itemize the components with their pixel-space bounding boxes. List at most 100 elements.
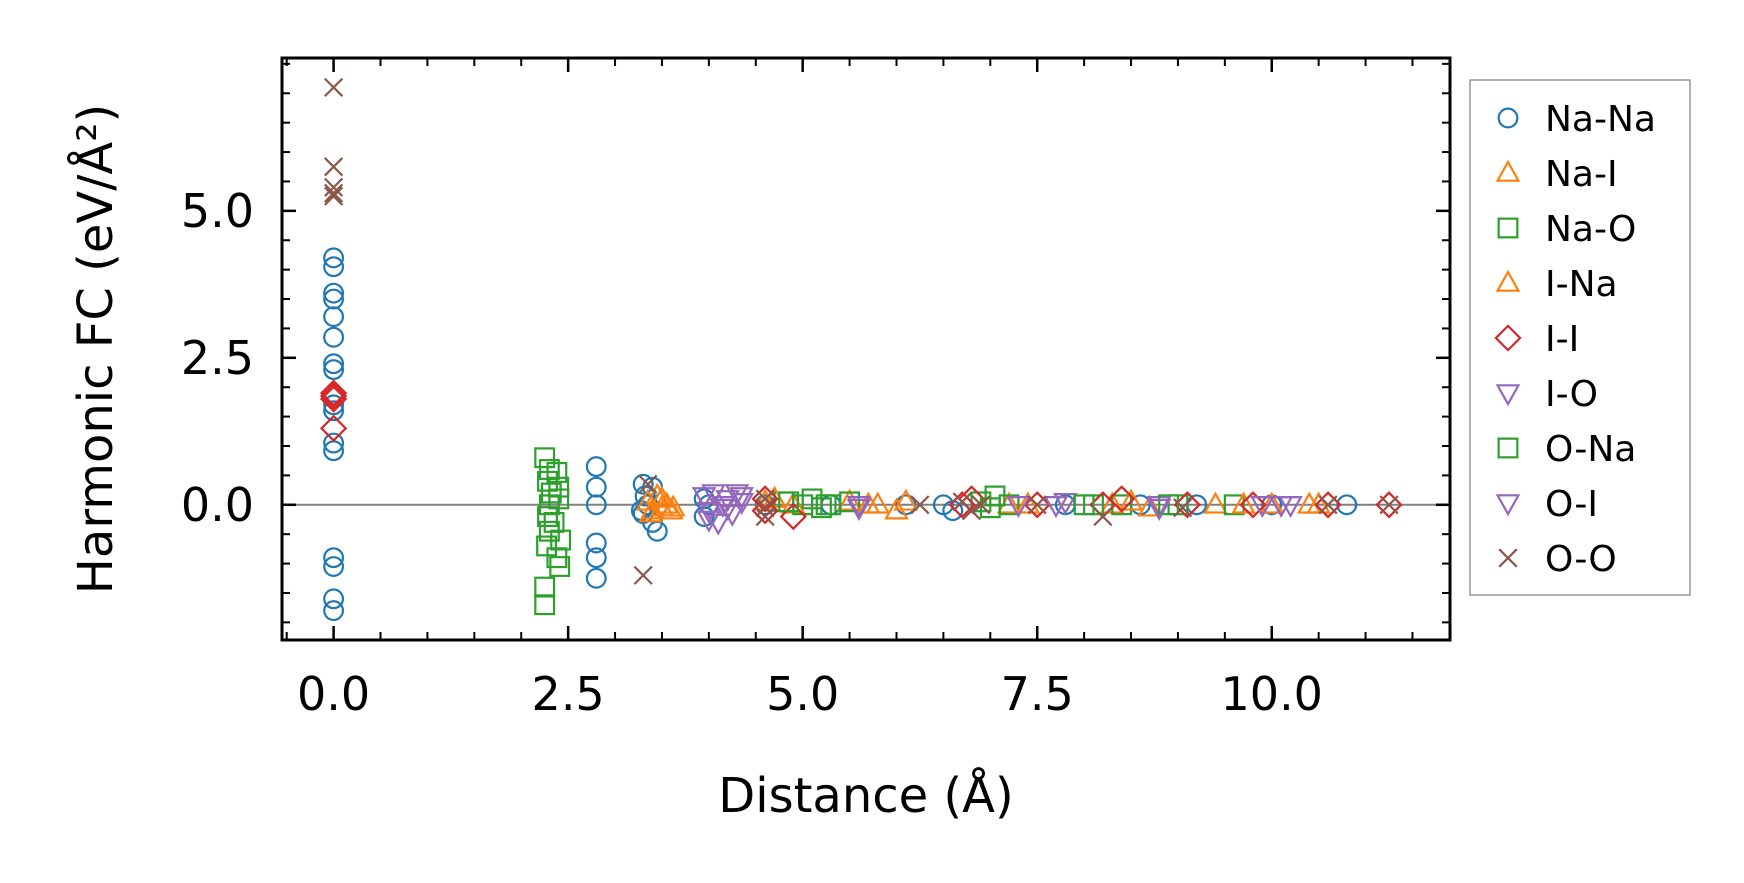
legend-label: O-Na: [1545, 429, 1636, 470]
data-point: [1027, 495, 1047, 515]
data-point: [323, 353, 345, 375]
data-point: [715, 498, 740, 521]
data-point: [585, 547, 607, 569]
data-point: [1173, 498, 1193, 518]
x-tick-label: 2.5: [532, 667, 605, 721]
y-tick-label: 2.5: [181, 331, 254, 385]
data-point: [729, 487, 755, 510]
legend-marker: [1495, 269, 1521, 292]
y-tick-label: 0.0: [181, 478, 254, 532]
data-point: [537, 506, 558, 527]
series-na-o: [534, 447, 1245, 616]
data-point: [1336, 494, 1358, 516]
data-point: [1379, 495, 1399, 515]
data-point: [319, 414, 348, 443]
data-point: [971, 495, 991, 515]
data-point: [323, 588, 345, 610]
data-point: [324, 177, 344, 197]
data-point: [323, 256, 345, 278]
data-point: [856, 491, 881, 514]
data-point: [323, 247, 345, 269]
data-point: [324, 157, 344, 177]
data-point: [324, 77, 344, 97]
legend-label: I-O: [1545, 374, 1598, 415]
data-point: [1158, 494, 1180, 516]
data-point: [585, 532, 607, 554]
data-point: [893, 488, 919, 511]
legend-entry: O-Na: [1497, 429, 1636, 470]
data-point: [534, 447, 556, 469]
data-point: [323, 547, 345, 569]
data-point: [778, 491, 800, 513]
data-point: [585, 476, 607, 498]
legend-label: Na-O: [1545, 209, 1636, 250]
data-point: [1250, 495, 1275, 519]
data-point: [1231, 491, 1256, 514]
data-point: [846, 498, 872, 521]
data-point: [1015, 491, 1041, 514]
legend-marker: [1494, 324, 1522, 352]
series-na-na: [323, 247, 1358, 622]
legend-entry: Na-Na: [1497, 99, 1656, 140]
data-point: [649, 485, 675, 508]
data-point: [961, 501, 982, 521]
data-point: [979, 497, 1001, 519]
data-point: [638, 500, 664, 523]
legend-entry: O-O: [1498, 539, 1617, 580]
data-point: [540, 482, 562, 504]
data-point: [719, 504, 745, 527]
data-point: [1043, 495, 1069, 519]
data-point: [696, 510, 722, 533]
x-tick-label: 10.0: [1221, 667, 1323, 721]
data-point: [895, 494, 917, 516]
data-point: [324, 186, 344, 206]
data-point: [323, 556, 345, 577]
legend-label: Na-I: [1545, 154, 1618, 195]
data-point: [323, 600, 345, 622]
data-point: [1173, 491, 1201, 519]
series-i-na: [638, 485, 1322, 523]
data-point: [755, 498, 775, 518]
series-o-o: [324, 77, 1399, 585]
data-point: [319, 382, 348, 410]
legend-label: O-O: [1545, 539, 1617, 580]
legend-marker: [1497, 107, 1519, 129]
legend: Na-Na Na-I Na-O I-Na I-I I-O O-Na O-I O-O: [1469, 79, 1691, 596]
x-tick-label: 5.0: [766, 667, 839, 721]
data-point: [1296, 491, 1322, 514]
data-point: [1268, 495, 1294, 519]
data-point: [585, 567, 607, 589]
data-point: [550, 529, 572, 551]
data-point: [755, 489, 775, 509]
data-point: [1146, 498, 1172, 521]
axes: 0.0 2.5 5.0 7.5 10.0 0.0 2.5 5.0: [181, 56, 1452, 721]
data-point: [1203, 491, 1228, 514]
data-point: [1259, 491, 1285, 514]
data-point: [549, 556, 571, 577]
data-point: [1073, 494, 1095, 516]
data-point: [839, 491, 861, 513]
data-point: [1318, 495, 1338, 515]
legend-marker: [1497, 437, 1519, 459]
legend-entry: I-I: [1494, 319, 1579, 360]
data-point: [323, 306, 345, 328]
legend-marker: [1495, 384, 1521, 407]
data-point: [1093, 506, 1113, 527]
data-point: [1107, 485, 1136, 513]
data-point: [534, 576, 556, 598]
data-point: [910, 495, 930, 515]
series-o-na: [548, 476, 1180, 577]
data-point: [1023, 491, 1051, 519]
data-point: [1053, 493, 1078, 516]
legend-marker: [1495, 494, 1521, 517]
data-point: [751, 485, 779, 513]
data-point: [546, 462, 568, 483]
plot-area: [282, 77, 1450, 622]
plot-frame: [280, 56, 1452, 642]
data-point: [319, 385, 348, 413]
data-point: [1239, 491, 1267, 519]
x-tick-label: 0.0: [297, 667, 370, 721]
y-tick-label: 5.0: [181, 184, 254, 238]
legend-entry: I-O: [1495, 374, 1598, 415]
